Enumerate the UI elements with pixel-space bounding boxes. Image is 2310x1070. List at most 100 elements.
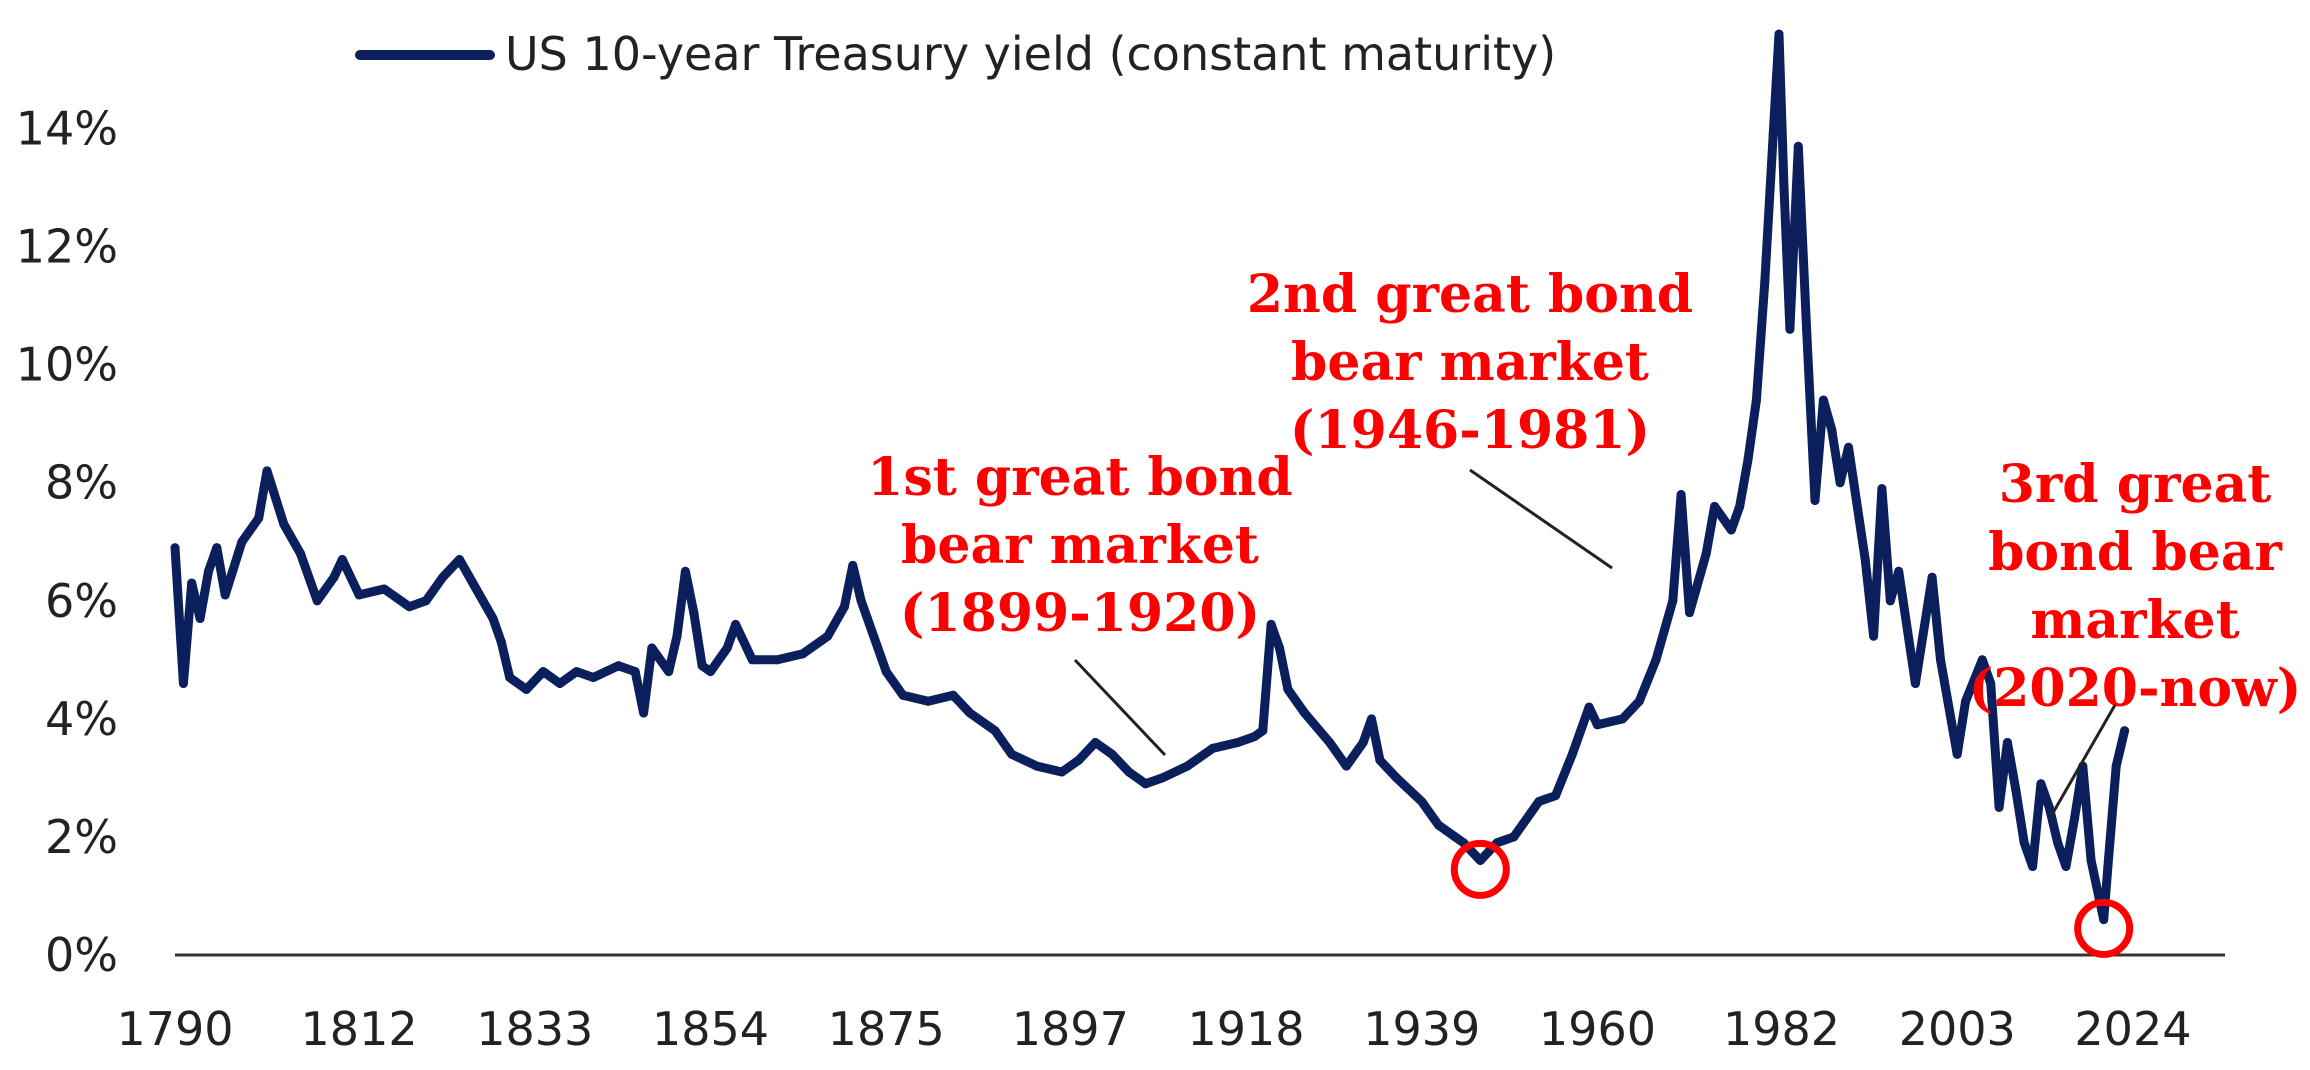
series-point <box>572 667 582 677</box>
series-point <box>1233 738 1243 747</box>
series-point <box>1676 490 1686 499</box>
series-point <box>521 684 531 694</box>
series-point <box>1592 720 1602 730</box>
series-point <box>195 614 205 623</box>
series-point <box>1358 738 1368 747</box>
series-point <box>848 560 858 570</box>
series-point <box>1961 696 1971 706</box>
series-point <box>354 590 364 600</box>
series-point <box>204 566 213 576</box>
series-point <box>1124 767 1134 777</box>
series-point <box>1802 324 1812 334</box>
series-point <box>2044 802 2054 812</box>
series-point <box>1885 596 1895 606</box>
series-point <box>2002 738 2012 747</box>
y-tick-label: 10% <box>16 338 118 392</box>
annotation-line: (1946-1981) <box>1290 400 1650 461</box>
series-point <box>588 673 598 682</box>
series-point <box>1367 714 1376 724</box>
series-point <box>438 572 448 582</box>
series-point <box>1007 749 1017 759</box>
series-point <box>747 655 757 665</box>
series-point <box>1844 442 1853 452</box>
series-point <box>1860 555 1870 564</box>
series-point <box>823 631 833 641</box>
series-point <box>689 608 699 618</box>
series-point <box>1074 755 1084 765</box>
series-point <box>1417 797 1427 806</box>
series-point <box>496 637 506 647</box>
series-point <box>2019 838 2029 848</box>
series-point <box>697 661 707 671</box>
series-point <box>772 655 782 665</box>
series-point <box>1994 802 2004 812</box>
series-point <box>2069 814 2079 824</box>
x-tick-label: 2024 <box>2074 1002 2191 1056</box>
series-point <box>2036 779 2046 789</box>
x-tick-label: 1939 <box>1363 1002 1480 1056</box>
series-point <box>1779 183 1789 193</box>
series-point <box>538 667 548 677</box>
annotation-line: 1st great bond <box>867 447 1292 508</box>
series-point <box>404 602 414 612</box>
series-point <box>279 519 289 529</box>
annotation-line: 2nd great bond <box>1247 264 1693 325</box>
series-point <box>923 696 933 706</box>
series-point <box>1275 643 1284 653</box>
series-point <box>1735 501 1745 511</box>
annotation-leader-line <box>1073 658 1167 757</box>
y-tick-label: 14% <box>16 102 118 156</box>
series-point <box>1283 684 1293 694</box>
axes: 0% 2% 4% 6% 8% 10% 12% 14% 1790 1812 1833 1854 1875 1… <box>16 102 2225 1056</box>
series-point <box>1869 631 1879 641</box>
series-point <box>471 584 481 594</box>
x-tick-label: 1897 <box>1012 1002 1129 1056</box>
series-point <box>1726 525 1736 535</box>
x-tick-label: 1918 <box>1187 1002 1304 1056</box>
series-point <box>2061 862 2071 871</box>
annotation-line: bear market <box>901 515 1259 576</box>
x-tick-label: 1960 <box>1539 1002 1656 1056</box>
series-point <box>2011 785 2021 795</box>
series-point <box>178 679 188 688</box>
series-point <box>1266 619 1276 629</box>
series-point <box>990 726 1000 736</box>
series-point <box>1618 714 1628 724</box>
series-point <box>856 596 866 606</box>
series-point <box>1685 608 1694 618</box>
series-point <box>505 673 515 682</box>
annotation-line: bond bear <box>1988 522 2282 583</box>
series-point <box>296 549 305 559</box>
series-point <box>1701 549 1711 559</box>
series-point <box>2028 862 2038 871</box>
series-point <box>1090 738 1100 747</box>
series-point <box>1475 856 1485 865</box>
series-point <box>1760 277 1770 287</box>
series-point <box>555 679 565 688</box>
legend: US 10-year Treasury yield (constant matu… <box>355 27 1556 81</box>
series-point <box>639 708 649 718</box>
annotation-leader-line <box>2048 704 2117 819</box>
series-point <box>1751 395 1761 405</box>
series-point <box>706 667 715 677</box>
series-point <box>1375 755 1385 765</box>
series-point <box>212 543 222 553</box>
series-point <box>2111 761 2121 771</box>
annotation-leader-line <box>1469 468 1613 570</box>
annotation-line: market <box>2030 590 2239 651</box>
series-point <box>262 466 272 476</box>
series-point <box>1774 29 1784 39</box>
series-point <box>1634 696 1644 706</box>
series-point <box>1810 496 1820 505</box>
series-point <box>1567 749 1577 759</box>
series-point <box>1509 832 1519 842</box>
series-point <box>1668 596 1678 606</box>
x-tick-label: 1812 <box>301 1002 418 1056</box>
x-tick-label: 1790 <box>116 1002 233 1056</box>
series-point <box>630 667 640 677</box>
series-point <box>1818 395 1828 405</box>
y-tick-label: 8% <box>45 456 118 510</box>
series-point <box>1141 779 1151 789</box>
series-point <box>1977 655 1987 665</box>
